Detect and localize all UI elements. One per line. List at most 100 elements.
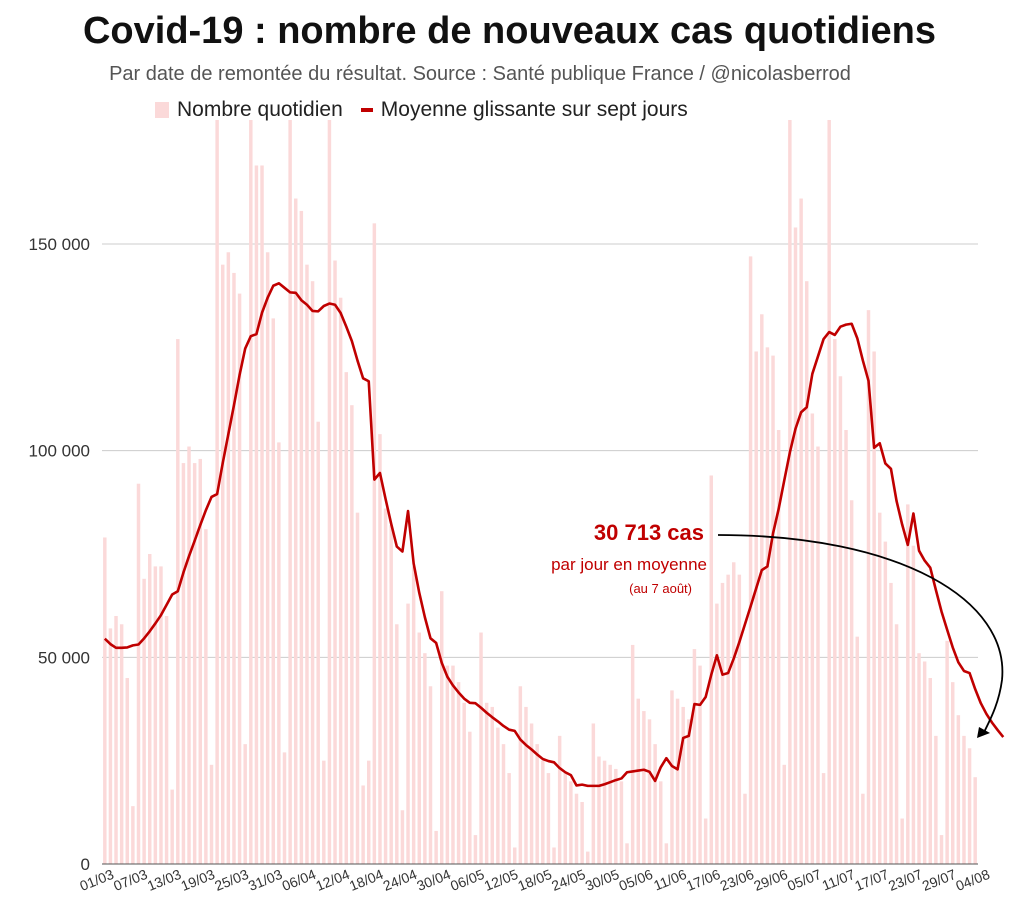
bar bbox=[350, 405, 354, 864]
bar bbox=[344, 372, 349, 864]
bar bbox=[731, 562, 736, 864]
bar bbox=[838, 376, 843, 864]
bar bbox=[816, 446, 820, 864]
bar bbox=[395, 624, 399, 864]
x-tick-label: 13/03 bbox=[145, 866, 184, 894]
bar bbox=[788, 120, 792, 864]
bar bbox=[322, 760, 326, 864]
x-tick-label: 06/04 bbox=[280, 866, 319, 894]
bar bbox=[378, 434, 382, 864]
bar bbox=[619, 781, 624, 864]
bar bbox=[602, 760, 607, 864]
bar bbox=[428, 686, 433, 864]
bar bbox=[254, 165, 259, 864]
bar bbox=[249, 120, 253, 864]
bar bbox=[361, 785, 365, 864]
bar bbox=[647, 719, 652, 864]
bar bbox=[709, 475, 714, 864]
bar bbox=[670, 690, 674, 864]
bar bbox=[894, 624, 899, 864]
bar bbox=[512, 847, 517, 864]
bar bbox=[827, 120, 831, 864]
annotation-arrow bbox=[717, 534, 1004, 736]
bar bbox=[445, 665, 450, 864]
bar bbox=[125, 678, 130, 864]
bar bbox=[793, 227, 798, 864]
bar bbox=[821, 773, 826, 864]
bar bbox=[277, 442, 281, 864]
moving-average-line bbox=[103, 281, 1005, 788]
bar bbox=[529, 723, 534, 864]
bar bbox=[765, 347, 770, 864]
bar bbox=[642, 711, 646, 864]
y-tick-label: 50 000 bbox=[38, 648, 90, 667]
chart-title: Covid-19 : nombre de nouveaux cas quotid… bbox=[82, 10, 937, 52]
bar bbox=[355, 512, 360, 864]
bar bbox=[496, 727, 500, 864]
bar bbox=[810, 413, 815, 864]
bar bbox=[170, 789, 174, 864]
x-tick-label: 18/04 bbox=[347, 866, 386, 894]
bar bbox=[630, 644, 635, 864]
bar bbox=[288, 120, 292, 864]
bar bbox=[524, 706, 528, 864]
bar bbox=[872, 351, 876, 864]
bar bbox=[159, 566, 163, 864]
bar bbox=[305, 264, 309, 865]
bar bbox=[164, 616, 169, 864]
bar bbox=[176, 339, 180, 865]
bar bbox=[557, 735, 562, 864]
bar bbox=[209, 764, 214, 864]
bar bbox=[108, 628, 113, 864]
legend-line-label: Moyenne glissante sur sept jours bbox=[380, 98, 688, 121]
bar bbox=[103, 537, 107, 864]
bar bbox=[439, 591, 444, 864]
bar bbox=[614, 768, 618, 864]
legend-bar-label: Nombre quotidien bbox=[177, 98, 343, 121]
x-tick-label: 24/05 bbox=[549, 866, 588, 894]
x-tick-label: 07/03 bbox=[111, 866, 150, 894]
bar bbox=[338, 297, 343, 864]
bar bbox=[232, 272, 236, 864]
bar bbox=[855, 636, 860, 864]
bar bbox=[423, 653, 427, 864]
bar bbox=[563, 773, 568, 864]
bar bbox=[479, 632, 483, 864]
bar bbox=[383, 508, 388, 864]
bar bbox=[625, 843, 629, 864]
bar bbox=[833, 339, 837, 865]
bar bbox=[950, 682, 955, 864]
bar bbox=[187, 446, 191, 864]
bar bbox=[451, 665, 455, 864]
bar bbox=[726, 574, 730, 864]
bar bbox=[327, 120, 332, 864]
x-tick-label: 30/05 bbox=[583, 866, 622, 894]
bar bbox=[501, 744, 506, 864]
x-tick-label: 23/06 bbox=[718, 866, 757, 894]
bar bbox=[153, 566, 158, 864]
bar bbox=[681, 706, 685, 864]
bar bbox=[636, 698, 641, 864]
bar bbox=[956, 715, 961, 864]
bar bbox=[490, 706, 495, 864]
bar bbox=[456, 682, 461, 864]
y-axis-labels: 0 50 000 100 000 150 000 bbox=[29, 235, 90, 874]
bar bbox=[922, 661, 927, 864]
bar bbox=[653, 744, 657, 864]
bar bbox=[973, 777, 977, 864]
bar bbox=[849, 500, 854, 864]
x-tick-label: 24/04 bbox=[381, 866, 420, 894]
annotation-line2: (au 7 août) bbox=[629, 581, 692, 596]
y-tick-label: 0 bbox=[81, 855, 90, 874]
x-axis-labels: 01/0307/0313/0319/0325/0331/0306/0412/04… bbox=[77, 866, 992, 894]
bar bbox=[877, 512, 882, 864]
bar bbox=[220, 264, 225, 865]
bar bbox=[782, 764, 787, 864]
legend: Nombre quotidien Moyenne glissante sur s… bbox=[155, 98, 688, 122]
bar bbox=[703, 818, 708, 864]
annotation-arrowhead bbox=[977, 727, 990, 738]
bar bbox=[507, 773, 511, 864]
bar bbox=[237, 293, 242, 865]
bar bbox=[282, 752, 287, 864]
